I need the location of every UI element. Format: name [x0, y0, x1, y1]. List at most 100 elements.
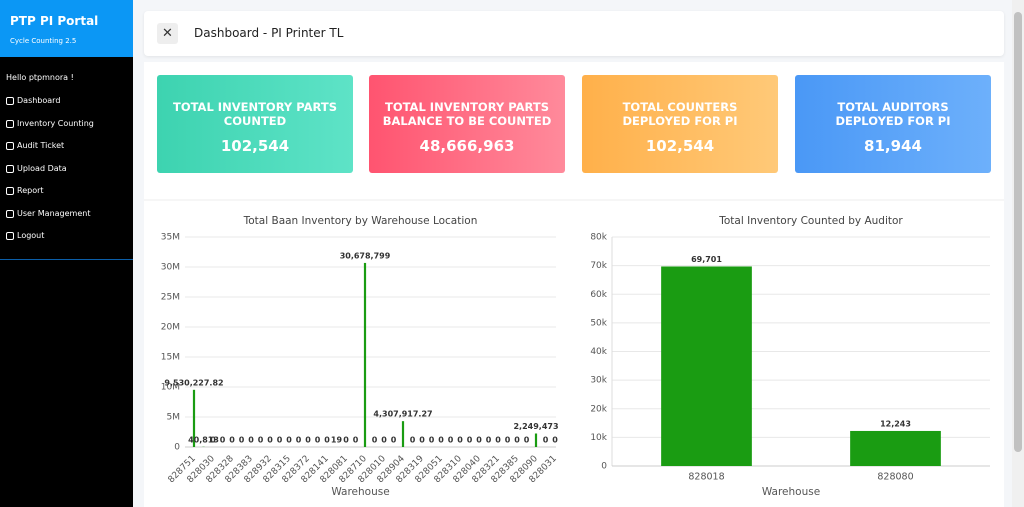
scroll-thumb[interactable]	[1014, 12, 1022, 452]
y-tick-label: 70k	[590, 261, 607, 271]
bar	[192, 389, 196, 447]
data-label: 0	[220, 436, 226, 445]
divider	[0, 258, 133, 260]
data-label: 0	[524, 436, 530, 445]
menu-item[interactable]: Dashboard	[0, 96, 133, 119]
x-tick-label: 828018	[688, 472, 724, 483]
data-label: 0	[505, 436, 511, 445]
data-label: 0	[248, 436, 254, 445]
y-tick-label: 80k	[590, 233, 607, 243]
stat-card: TOTAL INVENTORY PARTS BALANCE TO BE COUN…	[369, 75, 565, 173]
data-label: 0	[324, 436, 330, 445]
x-tick-label: 828080	[877, 472, 913, 483]
menu-icon	[6, 142, 14, 150]
y-tick-label: 20M	[161, 323, 180, 333]
menu-item[interactable]: Report	[0, 186, 133, 209]
card-value: 102,544	[645, 137, 715, 155]
data-label: 0	[286, 436, 292, 445]
data-label: 0	[305, 436, 311, 445]
menu-label: Upload Data	[17, 163, 67, 173]
data-label: 0	[552, 436, 558, 445]
data-label: 0	[419, 436, 425, 445]
data-label: 9,530,227.82	[164, 378, 223, 387]
y-tick-label: 0	[601, 462, 607, 472]
data-label: 0	[258, 436, 264, 445]
menu-item[interactable]: Inventory Counting	[0, 119, 133, 142]
bar	[534, 433, 538, 447]
menu-label: Audit Ticket	[17, 141, 65, 150]
data-label: 12,243	[880, 419, 911, 428]
card-label: TOTAL COUNTERS DEPLOYED FOR PI	[622, 100, 738, 128]
data-label: 0	[372, 436, 378, 445]
data-label: 0	[296, 436, 302, 445]
scrollbar[interactable]	[1012, 0, 1024, 507]
bar	[363, 262, 367, 447]
x-axis-title: Warehouse	[331, 486, 389, 498]
chart-title: Total Baan Inventory by Warehouse Locati…	[243, 215, 478, 227]
menu-item[interactable]: Audit Ticket	[0, 141, 133, 164]
menu-icon	[6, 209, 14, 218]
y-tick-label: 35M	[161, 233, 180, 243]
bar	[401, 421, 405, 447]
menu-label: Dashboard	[17, 96, 61, 105]
y-tick-label: 10M	[161, 383, 180, 393]
stat-card: TOTAL INVENTORY PARTS COUNTED 102,544	[157, 75, 353, 173]
data-label: 0	[239, 436, 245, 445]
data-label: 0	[277, 436, 283, 445]
menu-label: User Management	[17, 208, 91, 218]
menu-item[interactable]: User Management	[0, 209, 133, 232]
data-label: 0	[315, 436, 321, 445]
y-tick-label: 10k	[590, 433, 607, 443]
menu-label: Report	[17, 186, 44, 195]
menu-icon	[6, 97, 14, 105]
data-label: 0	[343, 436, 349, 445]
y-tick-label: 0	[174, 443, 180, 453]
stat-card: TOTAL AUDITORS DEPLOYED FOR PI 81,944	[795, 75, 991, 173]
data-label: 0	[267, 436, 273, 445]
y-tick-label: 5M	[167, 413, 181, 423]
menu-label: Inventory Counting	[17, 118, 94, 128]
data-label: 0	[210, 436, 216, 445]
stat-card: TOTAL COUNTERS DEPLOYED FOR PI 102,544	[582, 75, 778, 173]
data-label: 0	[514, 436, 520, 445]
data-label: 0	[457, 436, 463, 445]
menu-icon	[6, 187, 14, 195]
brand: PTP PI Portal Cycle Counting 2.5	[0, 0, 133, 57]
y-tick-label: 30M	[161, 263, 180, 273]
card-value: 81,944	[864, 137, 922, 155]
menu-item[interactable]: Upload Data	[0, 164, 133, 187]
data-label: 0	[391, 436, 397, 445]
y-tick-label: 60k	[590, 290, 607, 300]
version: Cycle Counting 2.5	[10, 37, 77, 45]
data-label: 0	[438, 436, 444, 445]
data-label: 0	[543, 436, 549, 445]
data-label: 0	[353, 436, 359, 445]
y-tick-label: 25M	[161, 293, 180, 303]
data-label: 2,249,473	[513, 422, 558, 431]
page-title: Dashboard - PI Printer TL	[194, 26, 344, 40]
data-label: 0	[495, 436, 501, 445]
data-label: 0	[448, 436, 454, 445]
data-label: 0	[229, 436, 235, 445]
data-label: 69,701	[691, 255, 722, 264]
data-label: 0	[476, 436, 482, 445]
card-label: TOTAL INVENTORY PARTS BALANCE TO BE COUN…	[382, 100, 552, 128]
greeting: Hello ptpmnora !	[6, 73, 74, 82]
data-label: 0	[429, 436, 435, 445]
data-label: 0	[467, 436, 473, 445]
data-label: 0	[410, 436, 416, 445]
menu-icon	[6, 164, 14, 173]
menu-icon	[6, 119, 14, 128]
data-label: 19	[331, 435, 343, 444]
data-label: 4,307,917.27	[373, 410, 432, 419]
menu-icon	[6, 232, 14, 240]
close-button[interactable]: ✕	[157, 23, 178, 44]
menu-label: Logout	[17, 231, 45, 240]
y-tick-label: 30k	[590, 376, 607, 386]
card-label: TOTAL AUDITORS DEPLOYED FOR PI	[835, 100, 951, 128]
menu-item[interactable]: Logout	[0, 231, 133, 254]
y-tick-label: 20k	[590, 404, 607, 414]
chart-title: Total Inventory Counted by Auditor	[718, 215, 903, 227]
